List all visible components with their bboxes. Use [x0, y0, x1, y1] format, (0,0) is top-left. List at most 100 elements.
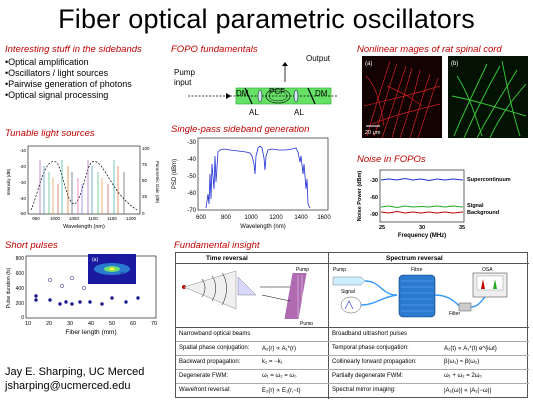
noise-xlabel: Frequency (MHz) — [398, 233, 446, 239]
tunable-yleft-label: Intensity (dB) — [6, 168, 11, 195]
tunable-heading: Tunable light sources — [5, 128, 95, 139]
plot-frame — [27, 145, 141, 215]
pcf-label: PCF — [269, 87, 285, 96]
osa-label: OSA — [482, 267, 493, 273]
page-title: Fiber optical parametric oscillators — [58, 4, 475, 34]
data-point — [60, 284, 64, 288]
data-point — [48, 278, 52, 282]
tick-label: -40 — [187, 157, 196, 163]
sidebands-heading: Interesting stuff in the sidebands — [5, 44, 142, 55]
right-row-eq: β(ω₁) ≈ β(ω₂) — [444, 359, 480, 365]
right-row-eq: A₂(t) ∝ A₁*(t) e^{iωt} — [444, 346, 497, 352]
osa-screen — [476, 275, 504, 291]
spectral-lines — [39, 160, 125, 214]
tick-label: 30 — [67, 321, 73, 327]
tick-label: 950 — [32, 216, 40, 221]
data-point — [70, 276, 74, 280]
data-point — [124, 300, 128, 304]
output-label: Output — [306, 54, 331, 63]
inset-label: (a) — [92, 257, 98, 263]
data-point — [58, 302, 62, 306]
al2-label: AL — [294, 108, 304, 117]
list-item: •Optical signal processing — [5, 90, 109, 100]
tick-label: 1200 — [269, 215, 283, 221]
pulse-yticks: 800 600 400 200 0 — [16, 256, 25, 321]
fibre-label: Fibre — [411, 267, 423, 273]
tick-label: 200 — [16, 301, 25, 307]
pump-label-right: Pump — [333, 267, 346, 273]
tick-label: 100 — [142, 146, 150, 151]
tick-label: 50 — [109, 321, 115, 327]
beam-cone — [183, 270, 237, 310]
tunable-spectrum-plot: Intensity (dB) Parametric Gain (dB) -10 … — [6, 145, 160, 230]
data-point — [82, 286, 86, 290]
column-divider — [328, 253, 329, 399]
insight-table: Time reversal Spectrum reversal Pump Pum… — [175, 252, 529, 399]
plot-frame — [197, 137, 329, 211]
data-point — [34, 294, 38, 298]
tick-label: 25 — [142, 194, 148, 199]
filter-box — [458, 302, 472, 312]
tick-label: 40 — [88, 321, 94, 327]
dichroic-mirror — [244, 87, 253, 105]
tick-label: 0 — [21, 315, 24, 321]
tick-label: 800 — [16, 256, 25, 262]
tick-label: -70 — [187, 208, 196, 214]
left-row-label: Backward propagation: — [179, 359, 241, 365]
tick-label: 1100 — [88, 216, 98, 221]
dichroic-mirror — [307, 87, 316, 105]
spectrum-reversal-heading: Spectrum reversal — [386, 255, 443, 262]
noise-yticks: -30 -60 -90 — [370, 178, 378, 218]
tick-label: 1150 — [107, 216, 117, 221]
spectrum-reversal-illustration: Pump Fibre OSA Signal Filter — [332, 267, 508, 318]
tunable-xticks: 950 1000 1050 1100 1150 1200 — [32, 216, 136, 221]
background-trace — [380, 211, 464, 214]
tick-label: 35 — [459, 225, 465, 231]
single-pass-xticks: 600 800 1000 1200 1400 1600 — [196, 215, 331, 221]
tick-label: 400 — [16, 286, 25, 292]
author-email[interactable]: jsharping@ucmerced.edu — [5, 380, 131, 392]
left-row-label: Spatial phase conjugation: — [179, 345, 250, 351]
lens — [293, 89, 299, 103]
pump-pulse — [332, 276, 366, 286]
row-divider — [176, 369, 529, 370]
signal-label: Signal — [341, 289, 355, 295]
single-pass-plot: PSD (dBm) -30 -40 -50 -60 -70 600 800 10… — [172, 137, 331, 230]
signal-trace — [380, 205, 464, 208]
tick-label: -60 — [370, 195, 378, 201]
row-divider — [176, 355, 529, 356]
single-pass-yticks: -30 -40 -50 -60 -70 — [187, 140, 196, 214]
scale-label: 20 μm — [365, 130, 381, 136]
sidebands-list: •Optical amplification •Oscillators / li… — [5, 57, 132, 101]
tick-label: -30 — [187, 140, 196, 146]
tick-label: 1050 — [69, 216, 80, 221]
tick-label: -10 — [19, 148, 26, 153]
data-point — [70, 302, 74, 306]
tick-label: -40 — [19, 196, 26, 201]
tick-label: 25 — [379, 225, 385, 231]
red-fibers — [363, 60, 441, 139]
tick-label: 60 — [130, 321, 136, 327]
right-row-label: Broadband ultrashort pulses — [332, 331, 408, 337]
conjugate-cone — [237, 276, 257, 296]
conjugate-arrow — [261, 294, 291, 302]
pcf-coil — [265, 88, 291, 104]
noise-plot: Noise Power (dBm) -30 -60 -90 25 30 35 F… — [357, 169, 511, 239]
data-point — [78, 300, 82, 304]
filter-label: Filter — [449, 311, 460, 317]
dm1-label: DM — [236, 89, 249, 98]
list-item: •Oscillators / light sources — [5, 68, 109, 78]
row-divider — [176, 327, 529, 328]
left-row-eq: E₂(r) ∝ E₁(r,−t) — [262, 388, 301, 394]
pump-bottom-label: Pump — [300, 321, 313, 325]
list-item: •Optical amplification — [5, 57, 89, 67]
insight-header-row — [176, 253, 529, 264]
tick-label: -30 — [370, 178, 378, 184]
legend-signal: Signal — [467, 203, 484, 209]
tick-label: 800 — [221, 215, 232, 221]
row-divider — [176, 383, 529, 384]
tick-label: 75 — [142, 162, 148, 167]
time-reversal-illustration: Pump Pump — [182, 267, 313, 325]
author-block: Jay E. Sharping, UC Merced jsharping@ucm… — [5, 365, 144, 393]
tick-label: -50 — [187, 174, 196, 180]
